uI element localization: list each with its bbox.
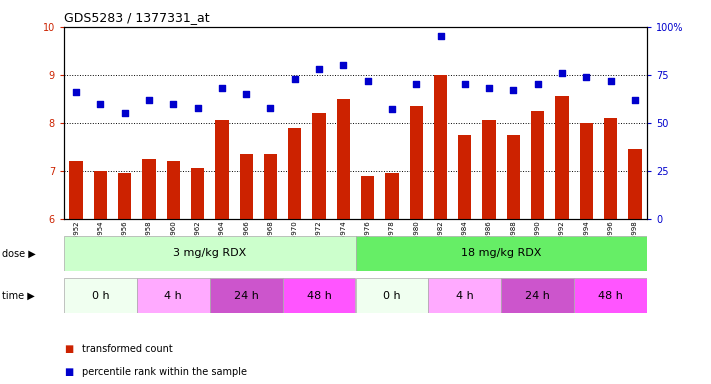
Bar	[191, 169, 204, 219]
Bar	[574, 278, 647, 313]
Bar	[629, 149, 641, 219]
Point	[338, 62, 349, 68]
Text: 0 h: 0 h	[383, 291, 401, 301]
Bar	[215, 121, 228, 219]
Text: dose ▶: dose ▶	[2, 248, 36, 258]
Bar	[356, 278, 428, 313]
Point	[435, 33, 447, 40]
Bar	[210, 278, 282, 313]
Bar	[118, 173, 132, 219]
Bar	[337, 99, 350, 219]
Text: 3 mg/kg RDX: 3 mg/kg RDX	[173, 248, 247, 258]
Point	[314, 66, 325, 72]
Text: 4 h: 4 h	[456, 291, 474, 301]
Text: 18 mg/kg RDX: 18 mg/kg RDX	[461, 248, 542, 258]
Bar	[240, 154, 253, 219]
Bar	[137, 278, 210, 313]
Point	[581, 74, 592, 80]
Bar	[507, 135, 520, 219]
Point	[483, 85, 495, 91]
Bar	[604, 118, 617, 219]
Bar	[555, 96, 569, 219]
Point	[532, 81, 543, 88]
Text: 0 h: 0 h	[92, 291, 109, 301]
Bar	[501, 278, 574, 313]
Bar	[94, 171, 107, 219]
Text: ■: ■	[64, 367, 73, 377]
Bar	[312, 113, 326, 219]
Point	[459, 81, 471, 88]
Text: ■: ■	[64, 344, 73, 354]
Point	[168, 101, 179, 107]
Bar	[64, 278, 137, 313]
Point	[144, 97, 155, 103]
Text: time ▶: time ▶	[2, 291, 35, 301]
Bar	[64, 236, 356, 271]
Point	[264, 104, 276, 111]
Text: transformed count: transformed count	[82, 344, 173, 354]
Bar	[458, 135, 471, 219]
Text: GDS5283 / 1377331_at: GDS5283 / 1377331_at	[64, 12, 210, 25]
Bar	[483, 121, 496, 219]
Point	[289, 76, 301, 82]
Point	[70, 89, 82, 95]
Bar	[282, 278, 356, 313]
Text: 24 h: 24 h	[234, 291, 259, 301]
Bar	[166, 161, 180, 219]
Text: 24 h: 24 h	[525, 291, 550, 301]
Bar	[410, 106, 423, 219]
Point	[410, 81, 422, 88]
Point	[362, 78, 373, 84]
Point	[95, 101, 106, 107]
Text: 48 h: 48 h	[306, 291, 331, 301]
Bar	[579, 123, 593, 219]
Text: 4 h: 4 h	[164, 291, 182, 301]
Text: 48 h: 48 h	[598, 291, 623, 301]
Bar	[428, 278, 501, 313]
Bar	[356, 236, 647, 271]
Bar	[70, 161, 82, 219]
Bar	[288, 127, 301, 219]
Text: percentile rank within the sample: percentile rank within the sample	[82, 367, 247, 377]
Bar	[142, 159, 156, 219]
Point	[216, 85, 228, 91]
Point	[556, 70, 567, 76]
Point	[386, 106, 397, 113]
Point	[119, 110, 130, 116]
Point	[508, 87, 519, 93]
Bar	[361, 176, 374, 219]
Bar	[531, 111, 545, 219]
Point	[629, 97, 641, 103]
Point	[605, 78, 616, 84]
Bar	[264, 154, 277, 219]
Point	[240, 91, 252, 97]
Bar	[385, 173, 399, 219]
Bar	[434, 75, 447, 219]
Point	[192, 104, 203, 111]
